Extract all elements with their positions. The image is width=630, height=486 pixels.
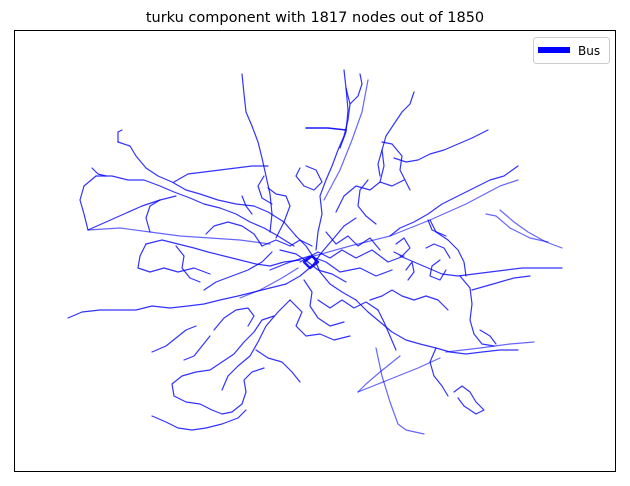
network-edge xyxy=(203,251,273,291)
network-edge xyxy=(349,73,363,105)
network-edge xyxy=(267,187,291,239)
network-edge xyxy=(339,87,349,149)
network-edge xyxy=(173,165,269,183)
network-edge xyxy=(255,349,301,383)
network-edge xyxy=(399,255,563,277)
network-edge xyxy=(389,165,519,237)
network-edge xyxy=(381,141,411,191)
network-edge xyxy=(299,249,405,263)
network-edge xyxy=(471,275,531,291)
network-edge xyxy=(171,315,275,415)
network-edge xyxy=(145,239,301,267)
network-edge xyxy=(137,243,211,275)
network-edge xyxy=(241,195,253,215)
network-edge xyxy=(315,69,351,251)
network-edge xyxy=(427,219,447,237)
network-edge xyxy=(261,239,313,247)
network-edge xyxy=(295,165,323,191)
network-edge xyxy=(357,357,441,393)
network-edge xyxy=(429,219,467,277)
network-edge xyxy=(379,91,415,183)
network-edge xyxy=(429,259,447,281)
network-edge xyxy=(377,309,397,351)
network-edge xyxy=(175,245,201,283)
network-edge xyxy=(151,409,247,431)
network-edge xyxy=(302,254,320,270)
network-edge xyxy=(305,127,347,131)
network-edge xyxy=(369,289,449,311)
network-edge xyxy=(95,175,295,247)
network-edge xyxy=(289,299,351,341)
network-edges xyxy=(67,69,563,435)
network-edge xyxy=(485,213,549,243)
network-edge xyxy=(87,227,271,245)
network-edge xyxy=(117,141,297,237)
network-edge xyxy=(425,243,451,259)
network-edge xyxy=(87,195,177,231)
network-edge xyxy=(393,129,489,163)
network-edge xyxy=(393,237,411,257)
network-edge xyxy=(355,299,519,355)
network-edge xyxy=(429,347,449,397)
network-edge xyxy=(453,385,485,415)
axes-frame xyxy=(14,30,616,472)
legend-label: Bus xyxy=(578,44,600,58)
legend-frame xyxy=(533,37,610,64)
network-edge xyxy=(375,347,425,435)
network-edge xyxy=(257,175,273,205)
network-edge xyxy=(377,149,383,177)
chart-title: turku component with 1817 nodes out of 1… xyxy=(146,10,484,26)
network-edge xyxy=(459,275,495,347)
network-edge xyxy=(79,175,97,231)
network-edge xyxy=(295,235,357,301)
network-edge xyxy=(239,267,299,299)
network-edge xyxy=(445,341,535,353)
network-edge xyxy=(183,335,211,361)
network-edge xyxy=(303,279,345,327)
network-edge xyxy=(285,217,357,285)
network-edge xyxy=(317,299,379,311)
network-edge xyxy=(213,307,255,331)
network-edge xyxy=(91,167,107,177)
network-edge xyxy=(335,179,405,213)
network-edge xyxy=(145,199,161,233)
network-edge xyxy=(357,355,401,393)
network-edge xyxy=(151,325,197,353)
network-edge xyxy=(479,329,497,345)
legend-swatch xyxy=(538,47,570,53)
network-edge xyxy=(499,209,563,249)
network-edge xyxy=(67,283,287,319)
network-edge xyxy=(205,221,263,247)
network-edge xyxy=(357,179,377,225)
network-edge xyxy=(405,261,415,281)
network-edge xyxy=(323,79,369,201)
network-edge xyxy=(117,129,123,143)
legend: Bus xyxy=(533,37,610,64)
network-edge xyxy=(221,299,291,391)
